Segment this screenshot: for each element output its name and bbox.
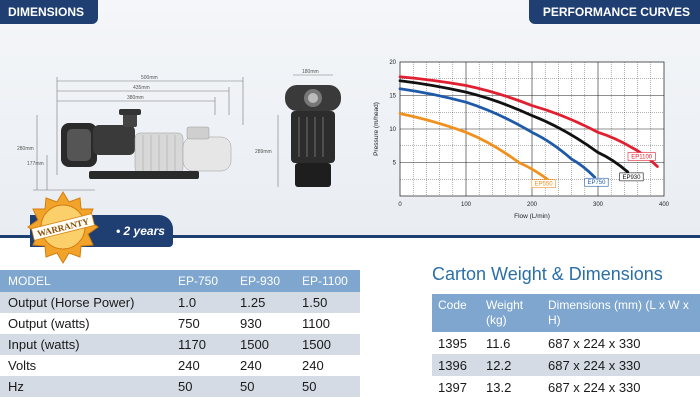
table-row: 1395 11.6 687 x 224 x 330	[432, 332, 700, 354]
header-code: Code	[432, 294, 480, 332]
series-line-ep1100	[398, 75, 659, 168]
table-row: Input (watts) 1170 1500 1500	[0, 334, 360, 355]
row-label: Hz	[0, 376, 170, 397]
pump-front-view	[61, 109, 232, 179]
x-tick-label: 100	[461, 202, 472, 208]
cell-value: 50	[232, 376, 294, 397]
cell-value: 1.0	[170, 292, 232, 313]
series-label-box	[627, 152, 656, 161]
header-ep750: EP-750	[170, 270, 232, 292]
row-label: Output (watts)	[0, 313, 170, 334]
cell-value: 750	[170, 313, 232, 334]
cell-weight: 12.2	[480, 354, 542, 376]
pump-side-view	[285, 85, 341, 187]
row-label: Input (watts)	[0, 334, 170, 355]
cell-value: 240	[294, 355, 360, 376]
cell-value: 1170	[170, 334, 232, 355]
table-row: Output (Horse Power) 1.0 1.25 1.50	[0, 292, 360, 313]
cell-value: 930	[232, 313, 294, 334]
model-spec-table: MODEL EP-750 EP-930 EP-1100 Output (Hors…	[0, 270, 360, 397]
row-label: Volts	[0, 355, 170, 376]
y-tick-label: 15	[389, 94, 396, 100]
cell-dimensions: 687 x 224 x 330	[542, 376, 700, 398]
header-dimensions: Dimensions (mm) (L x W x H)	[542, 294, 700, 332]
dim-side-height: 289mm	[255, 149, 272, 155]
series-line-ep930	[398, 79, 630, 174]
series-line-ep550	[398, 112, 554, 184]
series-label-ep930: EP930	[622, 175, 641, 181]
performance-chart: 0 100 200 300 400 5 10 15 20 Flow (L/min) Pressure…	[373, 60, 670, 220]
series-label-ep1100: EP1100	[631, 155, 653, 161]
cell-code: 1396	[432, 354, 480, 376]
cell-value: 240	[170, 355, 232, 376]
pump-dimension-drawing: 500mm 435mm 380mm 280mm 177mm 180mm 289m…	[17, 69, 341, 191]
x-tick-label: 400	[659, 202, 670, 208]
header-ep930: EP-930	[232, 270, 294, 292]
carton-title: Carton Weight & Dimensions	[432, 264, 663, 284]
dim-base: 177mm	[27, 161, 44, 167]
performance-curves-heading: PERFORMANCE CURVES	[528, 0, 700, 24]
table-row: Hz 50 50 50	[0, 376, 360, 397]
header-model: MODEL	[0, 270, 170, 292]
header-weight: Weight (kg)	[480, 294, 542, 332]
dim-inner: 380mm	[127, 95, 144, 101]
carton-table-header: Code Weight (kg) Dimensions (mm) (L x W …	[432, 294, 700, 332]
y-axis-label: Pressure (m/head)	[373, 102, 380, 156]
cell-value: 240	[232, 355, 294, 376]
series-line-ep750	[398, 87, 597, 179]
table-row: 1396 12.2 687 x 224 x 330	[432, 354, 700, 376]
y-tick-label: 10	[389, 127, 396, 133]
cell-code: 1397	[432, 376, 480, 398]
table-row: Output (watts) 750 930 1100	[0, 313, 360, 334]
dim-height: 280mm	[17, 146, 34, 152]
cell-value: 50	[170, 376, 232, 397]
series-label-box	[531, 179, 556, 188]
top-panel: DIMENSIONS PERFORMANCE CURVES 500mm 435m…	[0, 0, 700, 238]
carton-table: Code Weight (kg) Dimensions (mm) (L x W …	[432, 294, 700, 398]
cell-value: 50	[294, 376, 360, 397]
dim-side-width: 180mm	[302, 69, 319, 75]
y-tick-label: 20	[389, 60, 396, 66]
cell-value: 1100	[294, 313, 360, 334]
model-table-header: MODEL EP-750 EP-930 EP-1100	[0, 270, 360, 292]
table-row: Volts 240 240 240	[0, 355, 360, 376]
cell-dimensions: 687 x 224 x 330	[542, 354, 700, 376]
series-label-ep750: EP750	[587, 180, 606, 186]
cell-code: 1395	[432, 332, 480, 354]
row-label: Output (Horse Power)	[0, 292, 170, 313]
cell-value: 1.25	[232, 292, 294, 313]
header-ep1100: EP-1100	[294, 270, 360, 292]
x-axis-label: Flow (L/min)	[514, 213, 550, 220]
cell-weight: 13.2	[480, 376, 542, 398]
dim-total: 500mm	[141, 75, 158, 81]
x-tick-label: 300	[593, 202, 604, 208]
x-tick-label: 0	[398, 202, 402, 208]
y-tick-label: 5	[393, 161, 397, 167]
warranty-seal: WARRANTY	[27, 191, 99, 264]
cell-value: 1500	[294, 334, 360, 355]
series-label-box	[619, 172, 644, 182]
series-label-box	[584, 177, 609, 187]
dimensions-heading: DIMENSIONS	[0, 0, 99, 24]
series-label-ep550: EP550	[535, 182, 554, 188]
seal-banner	[30, 213, 96, 241]
dim-mid: 435mm	[133, 85, 150, 91]
warranty-period: • 2 years	[116, 224, 165, 238]
cell-value: 1500	[232, 334, 294, 355]
cell-value: 1.50	[294, 292, 360, 313]
table-row: 1397 13.2 687 x 224 x 330	[432, 376, 700, 398]
cell-dimensions: 687 x 224 x 330	[542, 332, 700, 354]
cell-weight: 11.6	[480, 332, 542, 354]
x-tick-label: 200	[527, 202, 538, 208]
